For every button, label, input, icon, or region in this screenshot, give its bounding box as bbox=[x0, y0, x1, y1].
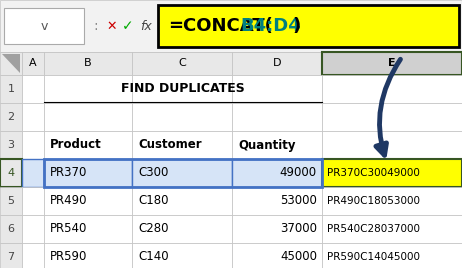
Text: 3: 3 bbox=[7, 140, 14, 150]
Text: Customer: Customer bbox=[138, 139, 201, 151]
Text: 53000: 53000 bbox=[280, 195, 317, 207]
Bar bbox=[4, 8, 84, 44]
Bar bbox=[232, 215, 322, 243]
Bar bbox=[44, 187, 132, 215]
Bar bbox=[322, 159, 462, 187]
Bar bbox=[232, 159, 322, 187]
Bar bbox=[0, 103, 22, 131]
Text: C280: C280 bbox=[138, 222, 169, 236]
Text: 5: 5 bbox=[7, 196, 14, 206]
Text: PR590: PR590 bbox=[50, 251, 87, 263]
Bar bbox=[0, 159, 22, 187]
Text: ✕: ✕ bbox=[107, 20, 117, 32]
Bar bbox=[44, 215, 132, 243]
Bar bbox=[232, 187, 322, 215]
Text: C140: C140 bbox=[138, 251, 169, 263]
Bar bbox=[22, 103, 44, 131]
Bar bbox=[132, 103, 232, 131]
Bar bbox=[158, 5, 459, 47]
Text: C180: C180 bbox=[138, 195, 169, 207]
Bar bbox=[132, 131, 232, 159]
Bar bbox=[22, 75, 44, 103]
Text: 37000: 37000 bbox=[280, 222, 317, 236]
Text: PR490: PR490 bbox=[50, 195, 87, 207]
Bar bbox=[44, 159, 322, 187]
Bar bbox=[0, 131, 22, 159]
Bar bbox=[322, 131, 462, 159]
Text: :: : bbox=[94, 19, 98, 33]
Bar bbox=[322, 103, 462, 131]
Bar bbox=[44, 159, 132, 187]
Bar bbox=[232, 75, 322, 103]
Bar bbox=[322, 215, 462, 243]
Bar bbox=[132, 215, 232, 243]
Bar bbox=[322, 75, 462, 103]
Text: PR490C18053000: PR490C18053000 bbox=[327, 196, 420, 206]
Bar bbox=[0, 187, 22, 215]
Bar bbox=[44, 52, 132, 75]
Bar bbox=[22, 187, 44, 215]
Bar bbox=[232, 103, 322, 131]
Text: fx: fx bbox=[140, 20, 152, 32]
Text: 7: 7 bbox=[7, 252, 15, 262]
Text: 6: 6 bbox=[7, 224, 14, 234]
Text: PR370: PR370 bbox=[50, 166, 87, 180]
Bar bbox=[132, 187, 232, 215]
Text: B: B bbox=[84, 58, 92, 68]
Bar bbox=[322, 187, 462, 215]
Text: D: D bbox=[273, 58, 281, 68]
Text: 1: 1 bbox=[7, 84, 14, 94]
Text: PR540: PR540 bbox=[50, 222, 87, 236]
Bar bbox=[44, 103, 132, 131]
Text: PR590C14045000: PR590C14045000 bbox=[327, 252, 420, 262]
Bar bbox=[0, 0, 462, 52]
Bar bbox=[22, 215, 44, 243]
Bar bbox=[22, 159, 44, 187]
Text: PR370C30049000: PR370C30049000 bbox=[327, 168, 420, 178]
Bar bbox=[0, 215, 22, 243]
Bar bbox=[322, 52, 462, 75]
Polygon shape bbox=[2, 54, 20, 73]
Bar bbox=[44, 243, 132, 268]
Text: 2: 2 bbox=[7, 112, 15, 122]
Bar bbox=[44, 131, 132, 159]
Bar bbox=[132, 52, 232, 75]
Text: 45000: 45000 bbox=[280, 251, 317, 263]
Text: B4:D4: B4:D4 bbox=[240, 17, 301, 35]
Bar bbox=[232, 131, 322, 159]
Text: PR540C28037000: PR540C28037000 bbox=[327, 224, 420, 234]
Text: C300: C300 bbox=[138, 166, 168, 180]
Bar bbox=[0, 75, 22, 103]
Bar bbox=[0, 52, 22, 75]
Bar bbox=[232, 52, 322, 75]
Text: Quantity: Quantity bbox=[238, 139, 296, 151]
Text: v: v bbox=[40, 20, 48, 32]
Text: Product: Product bbox=[50, 139, 102, 151]
Bar bbox=[44, 75, 132, 103]
Bar bbox=[0, 243, 22, 268]
Text: C: C bbox=[178, 58, 186, 68]
Text: 49000: 49000 bbox=[280, 166, 317, 180]
Text: 4: 4 bbox=[7, 168, 15, 178]
Bar bbox=[322, 243, 462, 268]
Text: FIND DUPLICATES: FIND DUPLICATES bbox=[121, 83, 245, 95]
Text: ): ) bbox=[292, 17, 300, 35]
Bar bbox=[132, 243, 232, 268]
Bar bbox=[232, 243, 322, 268]
Bar bbox=[22, 131, 44, 159]
Bar bbox=[132, 75, 232, 103]
Text: =CONCAT(: =CONCAT( bbox=[168, 17, 273, 35]
Text: ✓: ✓ bbox=[122, 19, 134, 33]
Text: E: E bbox=[388, 58, 396, 68]
Bar bbox=[132, 159, 232, 187]
Bar bbox=[22, 52, 44, 75]
Text: A: A bbox=[29, 58, 37, 68]
Bar bbox=[22, 243, 44, 268]
